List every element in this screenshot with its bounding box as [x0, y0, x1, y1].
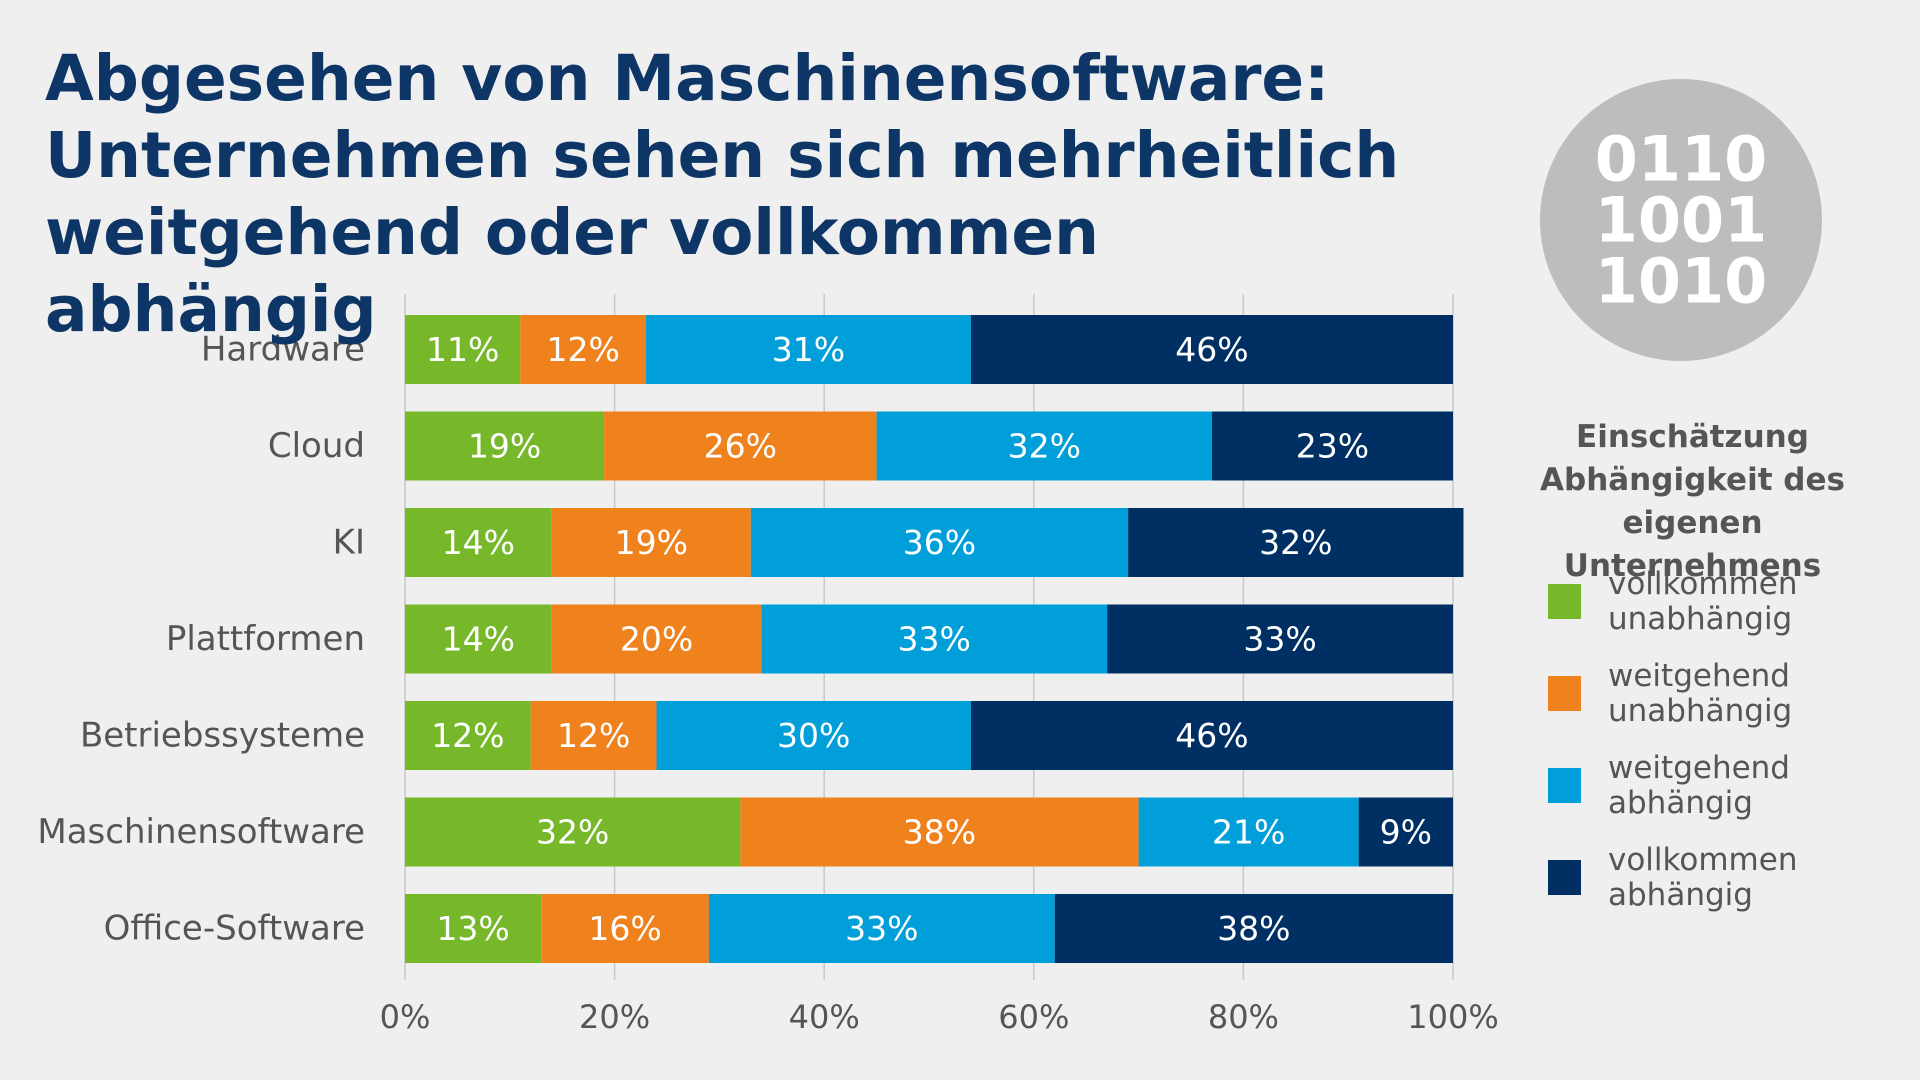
value-label: 33% [898, 620, 971, 659]
value-label: 38% [1217, 909, 1290, 948]
value-label: 32% [1008, 427, 1081, 466]
value-label: 32% [536, 813, 609, 852]
value-label: 31% [772, 330, 845, 369]
bar-segment [876, 411, 1212, 481]
x-tick-label: 0% [380, 998, 431, 1036]
bar-segment [405, 604, 552, 674]
bar-segment [1138, 797, 1359, 867]
chart-title: Abgesehen von Maschinensoftware: Unterne… [45, 42, 1400, 346]
value-label: 21% [1212, 813, 1285, 852]
bar-segment [1211, 411, 1453, 481]
value-label: 20% [620, 620, 693, 659]
bar-segment [750, 508, 1129, 577]
legend-label: vollkommen unabhängig [1608, 566, 1798, 637]
x-tick-label: 20% [579, 998, 650, 1036]
icon-circle [1540, 79, 1822, 361]
value-label: 46% [1175, 330, 1248, 369]
x-tick-label: 60% [998, 998, 1069, 1036]
value-label: 26% [704, 427, 777, 466]
icon-text: 1001 [1595, 184, 1768, 257]
value-label: 12% [431, 716, 504, 755]
bar-segment [1358, 797, 1453, 867]
value-label: 16% [588, 909, 661, 948]
bar-segment [970, 701, 1453, 770]
value-label: 38% [903, 813, 976, 852]
bar-segment [541, 894, 709, 963]
bar-segment [604, 411, 877, 481]
value-label: 46% [1175, 716, 1248, 755]
legend-title: Einschätzung Abhängigkeit des eigenen Un… [1540, 419, 1845, 584]
bar-segment [708, 894, 1055, 963]
bar-segment [646, 315, 971, 384]
legend-swatch [1548, 584, 1581, 619]
value-label: 33% [845, 909, 918, 948]
value-label: 13% [436, 909, 509, 948]
x-tick-label: 80% [1208, 998, 1279, 1036]
bar-segment [551, 604, 762, 674]
bar-segment [970, 315, 1453, 384]
bar-segment [405, 508, 552, 577]
icon-text: 0110 [1595, 123, 1768, 196]
bar-segment [405, 411, 605, 481]
legend-swatch [1548, 676, 1581, 711]
legend-swatch [1548, 860, 1581, 895]
bar-segment [405, 315, 521, 384]
value-label: 23% [1296, 427, 1369, 466]
bar-segment [761, 604, 1108, 674]
bar-segment [551, 508, 751, 577]
bar-segment [405, 894, 542, 963]
bar-segment [1054, 894, 1453, 963]
bar-segment [405, 797, 741, 867]
value-label: 12% [546, 330, 619, 369]
category-label: Betriebssysteme [80, 716, 365, 756]
value-label: 14% [442, 620, 515, 659]
bar-segment [1128, 508, 1464, 577]
value-label: 33% [1243, 620, 1316, 659]
legend-label: weitgehend abhängig [1608, 750, 1790, 821]
value-label: 14% [442, 523, 515, 562]
category-label: Cloud [268, 426, 365, 466]
bar-segment [656, 701, 971, 770]
icon-text: 1010 [1595, 245, 1768, 318]
value-label: 32% [1259, 523, 1332, 562]
value-label: 11% [426, 330, 499, 369]
legend-label: vollkommen abhängig [1608, 842, 1798, 913]
bar-segment [1107, 604, 1453, 674]
x-tick-label: 40% [789, 998, 860, 1036]
category-label: Plattformen [166, 619, 365, 659]
x-tick-label: 100% [1407, 998, 1498, 1036]
category-label: Office-Software [104, 909, 365, 949]
legend-swatch [1548, 768, 1581, 803]
legend-label: weitgehend unabhängig [1608, 658, 1793, 729]
category-label: KI [333, 523, 365, 563]
value-label: 36% [903, 523, 976, 562]
value-label: 30% [777, 716, 850, 755]
value-label: 9% [1380, 813, 1432, 852]
bar-segment [740, 797, 1139, 867]
value-label: 12% [557, 716, 630, 755]
category-label: Hardware [201, 330, 365, 370]
bar-segment [530, 701, 657, 770]
bar-segment [520, 315, 647, 384]
value-label: 19% [468, 427, 541, 466]
category-label: Maschinensoftware [37, 812, 365, 852]
bar-segment [405, 701, 531, 770]
value-label: 19% [615, 523, 688, 562]
